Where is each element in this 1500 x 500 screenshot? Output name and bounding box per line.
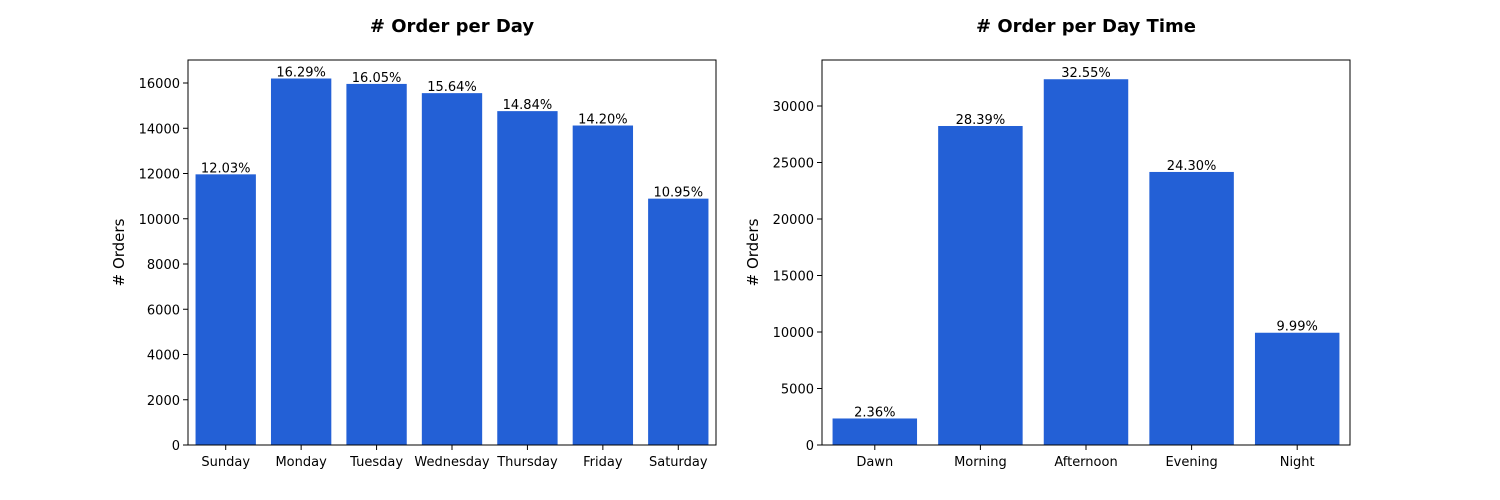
y-tick-label: 10000 — [773, 326, 814, 341]
bar — [1254, 332, 1340, 445]
bar — [938, 125, 1023, 445]
chart-title: # Order per Day — [370, 16, 535, 37]
x-tick-label: Thursday — [496, 455, 558, 470]
bar — [648, 198, 709, 445]
x-tick-label: Morning — [954, 455, 1007, 470]
y-tick-label: 0 — [806, 439, 814, 454]
bar-annotation: 16.29% — [276, 66, 326, 81]
x-tick-label: Monday — [275, 455, 327, 470]
bar-annotation: 14.84% — [503, 98, 553, 113]
bar — [346, 83, 407, 445]
x-tick-label: Saturday — [649, 455, 708, 470]
bar-annotation: 24.30% — [1167, 159, 1217, 174]
y-tick-label: 4000 — [147, 349, 180, 364]
y-tick-label: 6000 — [147, 303, 180, 318]
bar-annotation: 10.95% — [653, 186, 703, 201]
bar — [421, 93, 483, 445]
y-tick-label: 2000 — [147, 394, 180, 409]
x-tick-label: Wednesday — [414, 455, 490, 470]
bar — [1043, 79, 1129, 446]
bar — [832, 418, 918, 445]
bar-annotation: 28.39% — [956, 113, 1006, 128]
y-tick-label: 30000 — [773, 100, 814, 115]
bar-annotation: 14.20% — [578, 113, 628, 128]
chart-title: # Order per Day Time — [976, 16, 1196, 37]
x-tick-label: Evening — [1165, 455, 1217, 470]
bar-annotation: 12.03% — [201, 161, 251, 176]
y-axis-label: # Orders — [744, 218, 762, 286]
y-tick-label: 12000 — [139, 168, 180, 183]
y-tick-label: 8000 — [147, 258, 180, 273]
x-tick-label: Friday — [583, 455, 623, 470]
x-tick-label: Night — [1280, 455, 1315, 470]
x-tick-label: Afternoon — [1054, 455, 1117, 470]
y-tick-label: 20000 — [773, 213, 814, 228]
bar-annotation: 15.64% — [427, 80, 477, 95]
x-tick-label: Sunday — [201, 455, 250, 470]
axes-frame — [187, 59, 717, 446]
bar — [1149, 171, 1234, 445]
bar-annotation: 9.99% — [1277, 320, 1318, 335]
y-tick-label: 16000 — [139, 77, 180, 92]
bar-annotation: 16.05% — [352, 71, 402, 86]
bar — [195, 174, 256, 446]
x-tick-label: Tuesday — [349, 455, 403, 470]
bar-annotation: 32.55% — [1061, 66, 1111, 81]
bar-annotation: 2.36% — [854, 405, 895, 420]
y-tick-label: 0 — [172, 439, 180, 454]
x-tick-label: Dawn — [856, 455, 893, 470]
y-axis-label: # Orders — [110, 218, 128, 286]
y-tick-label: 15000 — [773, 270, 814, 285]
bar — [572, 125, 634, 446]
bar — [497, 111, 558, 445]
y-tick-label: 25000 — [773, 157, 814, 172]
y-tick-label: 5000 — [781, 383, 814, 398]
bar — [270, 78, 332, 446]
axes-frame — [821, 59, 1351, 446]
y-tick-label: 14000 — [139, 122, 180, 137]
y-tick-label: 10000 — [139, 213, 180, 228]
